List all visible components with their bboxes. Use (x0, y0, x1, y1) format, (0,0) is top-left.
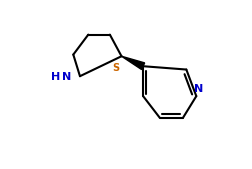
Text: N: N (61, 72, 71, 82)
Polygon shape (121, 56, 144, 69)
Text: H: H (51, 72, 60, 82)
Text: N: N (194, 84, 203, 94)
Text: S: S (112, 63, 119, 73)
